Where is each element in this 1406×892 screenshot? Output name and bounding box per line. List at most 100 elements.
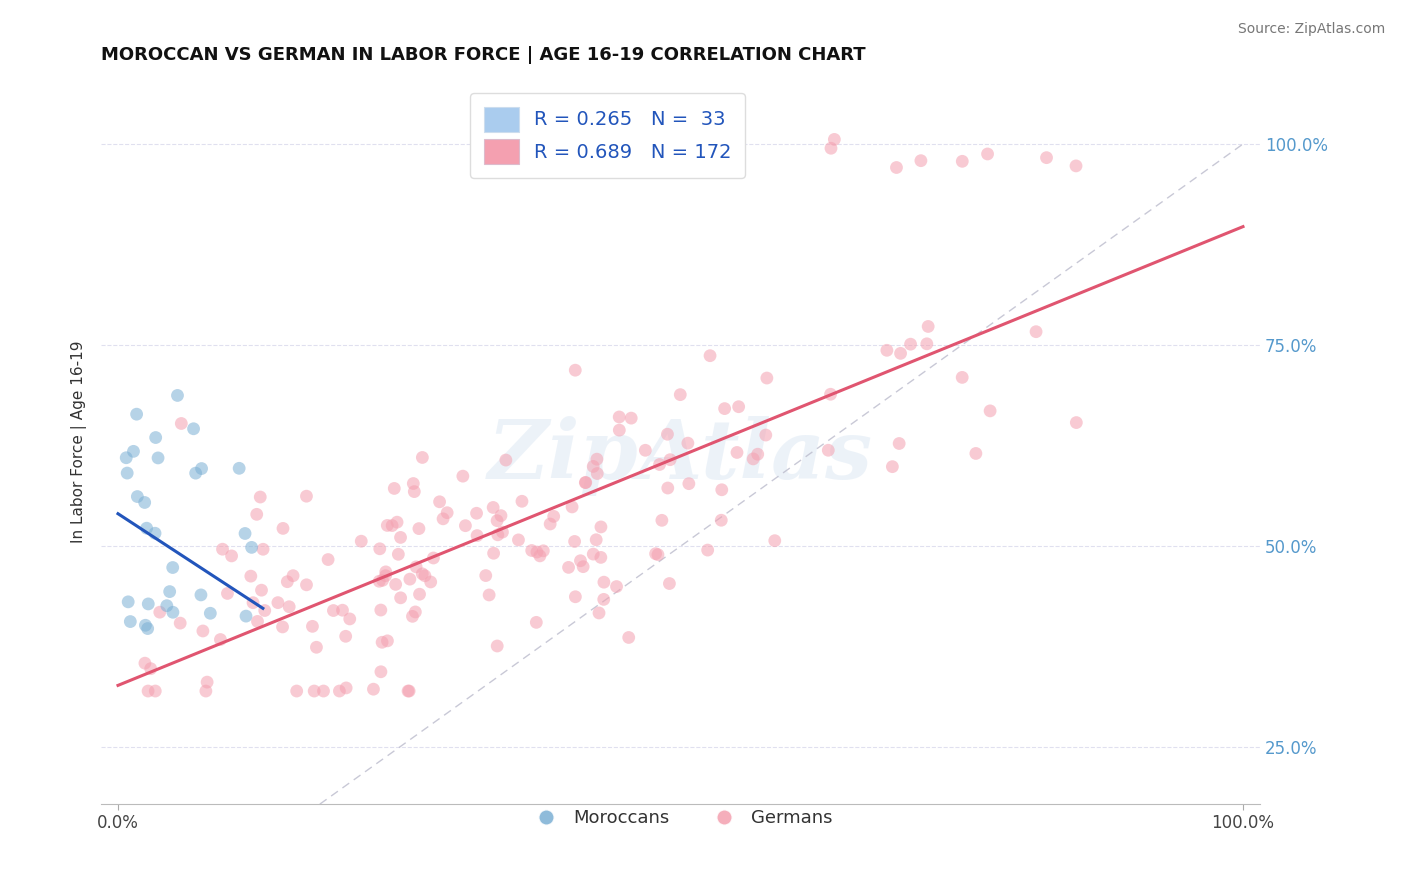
Point [491,525,513,540]
Point [396,684,419,698]
Point [305,640,328,655]
Point [252,542,274,557]
Text: ZipAtlas: ZipAtlas [488,417,873,496]
Point [350,534,373,549]
Point [316,552,339,566]
Point [607,409,630,424]
Point [1064,159,1087,173]
Point [710,483,733,497]
Point [219,833,242,847]
Point [398,684,420,698]
Point [976,147,998,161]
Text: Source: ZipAtlas.com: Source: ZipAtlas.com [1237,22,1385,37]
Point [120,615,142,629]
Point [725,445,748,459]
Point [900,337,922,351]
Point [190,588,212,602]
Point [557,560,579,574]
Point [465,528,488,542]
Point [271,620,294,634]
Point [335,681,357,695]
Point [401,609,423,624]
Point [564,590,586,604]
Point [950,154,973,169]
Point [183,422,205,436]
Point [890,346,912,360]
Point [915,336,938,351]
Point [233,526,256,541]
Point [122,444,145,458]
Point [520,543,543,558]
Point [1066,416,1088,430]
Point [586,467,609,481]
Point [564,363,586,377]
Point [659,452,682,467]
Point [564,534,586,549]
Point [454,518,477,533]
Point [115,450,138,465]
Point [125,407,148,421]
Point [678,476,700,491]
Point [374,568,396,582]
Point [408,587,430,601]
Point [170,417,193,431]
Point [405,559,427,574]
Point [368,541,391,556]
Point [593,575,616,590]
Point [190,461,212,475]
Point [586,452,609,467]
Point [432,512,454,526]
Point [574,475,596,490]
Point [382,482,405,496]
Point [145,431,167,445]
Point [1035,151,1057,165]
Point [136,622,159,636]
Point [882,459,904,474]
Point [713,401,735,416]
Point [486,514,509,528]
Point [191,624,214,638]
Point [389,530,412,544]
Point [402,476,425,491]
Point [696,543,718,558]
Point [166,388,188,402]
Point [370,665,392,679]
Point [302,684,325,698]
Point [371,635,394,649]
Point [486,639,509,653]
Point [117,595,139,609]
Point [200,607,222,621]
Point [328,684,350,698]
Point [115,466,138,480]
Point [585,533,607,547]
Point [195,675,218,690]
Point [411,566,433,581]
Point [127,490,149,504]
Point [246,615,269,629]
Point [529,549,551,563]
Point [249,490,271,504]
Point [755,371,778,385]
Point [385,515,408,529]
Point [370,603,392,617]
Point [589,550,612,565]
Point [889,436,911,450]
Point [285,684,308,698]
Point [339,612,361,626]
Point [312,684,335,698]
Point [162,605,184,619]
Point [375,518,398,533]
Point [135,521,157,535]
Point [676,436,699,450]
Point [295,578,318,592]
Point [408,522,430,536]
Point [917,319,939,334]
Point [620,411,643,425]
Point [634,443,657,458]
Point [143,684,166,698]
Point [134,618,156,632]
Point [413,568,436,582]
Point [658,576,681,591]
Point [221,549,243,563]
Point [592,592,614,607]
